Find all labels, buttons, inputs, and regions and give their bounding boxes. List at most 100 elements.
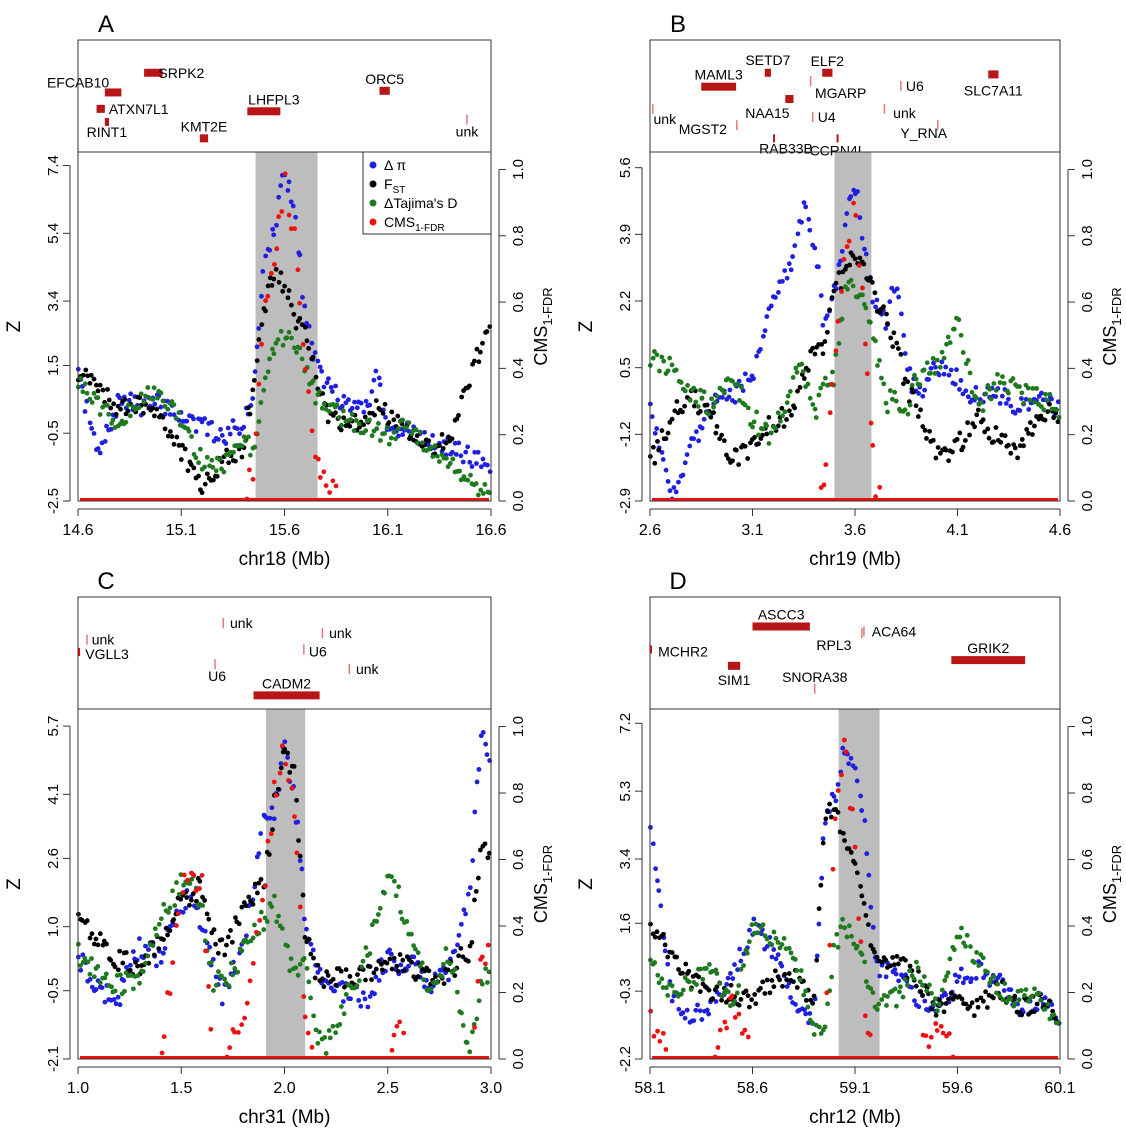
point-tajima bbox=[208, 960, 214, 965]
point-fst bbox=[835, 809, 841, 815]
point-tajima bbox=[367, 417, 372, 423]
point-fst bbox=[812, 351, 818, 357]
point-tajima bbox=[301, 956, 307, 961]
point-tajima bbox=[143, 393, 148, 399]
point-pi bbox=[846, 761, 852, 767]
point-tajima bbox=[337, 1022, 343, 1027]
point-tajima bbox=[834, 931, 840, 937]
point-fst bbox=[377, 407, 383, 413]
point-cms bbox=[323, 483, 329, 489]
point-tajima bbox=[673, 990, 679, 996]
point-fst bbox=[325, 419, 331, 425]
point-tajima bbox=[417, 429, 423, 435]
point-tajima bbox=[261, 387, 267, 393]
point-cms bbox=[167, 991, 173, 997]
point-tajima bbox=[165, 406, 171, 412]
point-fst bbox=[717, 436, 723, 442]
point-pi bbox=[656, 888, 662, 894]
point-fst bbox=[302, 324, 308, 330]
point-fst bbox=[395, 968, 401, 974]
point-pi bbox=[458, 921, 464, 927]
point-tajima bbox=[879, 997, 885, 1002]
point-pi bbox=[862, 818, 868, 823]
point-tajima bbox=[958, 332, 964, 338]
point-tajima bbox=[252, 922, 257, 928]
point-fst bbox=[297, 315, 303, 321]
point-pi bbox=[862, 246, 867, 252]
point-fst bbox=[663, 436, 669, 442]
point-fst bbox=[980, 998, 986, 1004]
point-pi bbox=[333, 383, 338, 389]
point-fst bbox=[930, 437, 936, 443]
point-cms bbox=[174, 923, 179, 928]
point-tajima bbox=[202, 464, 207, 470]
point-pi bbox=[855, 189, 860, 194]
point-tajima bbox=[338, 1004, 344, 1009]
point-tajima bbox=[176, 891, 182, 897]
point-fst bbox=[674, 399, 680, 404]
point-cms bbox=[824, 990, 830, 996]
point-fst bbox=[891, 330, 897, 336]
point-fst bbox=[239, 904, 245, 910]
point-tajima bbox=[875, 363, 880, 368]
point-tajima bbox=[873, 338, 878, 344]
point-fst bbox=[866, 922, 871, 928]
point-fst bbox=[1042, 417, 1048, 423]
point-fst bbox=[224, 447, 230, 453]
point-pi bbox=[836, 262, 842, 268]
point-tajima bbox=[351, 428, 357, 434]
point-tajima bbox=[265, 369, 271, 375]
point-cms bbox=[862, 1013, 868, 1019]
point-tajima bbox=[937, 364, 943, 370]
point-fst bbox=[394, 963, 400, 969]
point-pi bbox=[306, 323, 312, 329]
point-pi bbox=[339, 403, 345, 409]
point-cms bbox=[244, 1000, 250, 1006]
point-tajima bbox=[377, 905, 383, 911]
y-tick-label: 7.2 bbox=[617, 713, 634, 734]
point-tajima bbox=[820, 381, 826, 387]
y2-tick-label: 1.0 bbox=[510, 716, 527, 737]
point-cms bbox=[181, 872, 187, 878]
point-fst bbox=[929, 1006, 935, 1012]
point-fst bbox=[752, 435, 757, 440]
point-fst bbox=[986, 435, 992, 441]
point-pi bbox=[127, 962, 133, 968]
point-cms bbox=[206, 984, 211, 989]
point-pi bbox=[167, 412, 173, 417]
point-tajima bbox=[155, 395, 160, 401]
gene-bar bbox=[86, 634, 88, 645]
gene-bar bbox=[303, 644, 305, 655]
gene-label: NAA15 bbox=[745, 105, 790, 121]
point-tajima bbox=[693, 399, 699, 405]
point-pi bbox=[898, 311, 904, 317]
point-cms bbox=[843, 749, 849, 755]
point-tajima bbox=[709, 396, 714, 402]
point-pi bbox=[738, 958, 744, 964]
point-pi bbox=[907, 366, 913, 371]
point-pi bbox=[758, 346, 763, 352]
x-tick-label: 4.1 bbox=[946, 522, 968, 539]
gene-label: Y_RNA bbox=[900, 125, 947, 141]
point-tajima bbox=[764, 423, 770, 429]
point-tajima bbox=[478, 487, 484, 493]
y-tick-label: 4.1 bbox=[45, 784, 62, 805]
point-pi bbox=[263, 253, 269, 259]
point-fst bbox=[233, 915, 238, 921]
gene-label: GRIK2 bbox=[967, 640, 1009, 656]
point-tajima bbox=[896, 989, 902, 995]
point-tajima bbox=[404, 918, 410, 924]
point-pi bbox=[669, 998, 675, 1004]
point-tajima bbox=[803, 988, 809, 994]
point-pi bbox=[358, 1003, 364, 1009]
point-fst bbox=[745, 456, 751, 461]
point-pi bbox=[111, 997, 117, 1002]
gene-label: RINT1 bbox=[87, 124, 128, 140]
point-tajima bbox=[323, 1051, 329, 1056]
point-fst bbox=[980, 417, 986, 423]
point-cms bbox=[394, 1023, 400, 1029]
point-tajima bbox=[97, 412, 103, 417]
point-tajima bbox=[863, 979, 869, 984]
point-tajima bbox=[270, 346, 275, 352]
